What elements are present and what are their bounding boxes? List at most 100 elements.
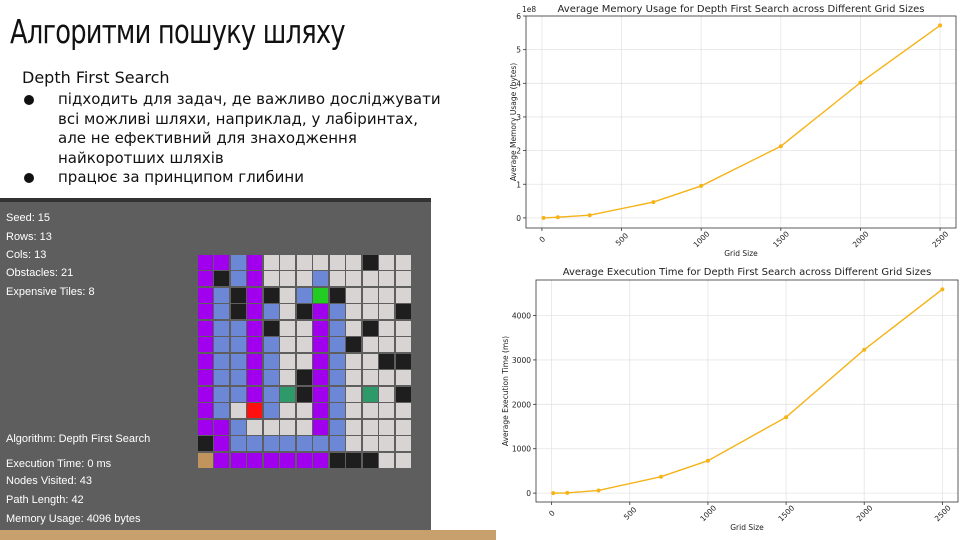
empty-tile[interactable]	[313, 254, 329, 270]
empty-tile[interactable]	[346, 403, 362, 419]
empty-tile[interactable]	[296, 320, 312, 336]
empty-tile[interactable]	[280, 337, 296, 353]
expensive-tile[interactable]	[362, 386, 378, 402]
empty-tile[interactable]	[346, 386, 362, 402]
visited-tile[interactable]	[214, 403, 230, 419]
visited-tile[interactable]	[230, 370, 246, 386]
current-tile[interactable]	[247, 403, 263, 419]
obstacle-tile[interactable]	[395, 304, 411, 320]
visited-tile[interactable]	[329, 353, 345, 369]
empty-tile[interactable]	[346, 370, 362, 386]
visited-tile[interactable]	[263, 403, 279, 419]
obstacle-tile[interactable]	[263, 287, 279, 303]
start-tile[interactable]	[197, 452, 213, 468]
empty-tile[interactable]	[346, 436, 362, 452]
path-tile[interactable]	[313, 419, 329, 435]
path-tile[interactable]	[247, 287, 263, 303]
path-tile[interactable]	[296, 452, 312, 468]
empty-tile[interactable]	[296, 353, 312, 369]
path-tile[interactable]	[247, 353, 263, 369]
empty-tile[interactable]	[362, 337, 378, 353]
empty-tile[interactable]	[362, 304, 378, 320]
empty-tile[interactable]	[395, 403, 411, 419]
obstacle-tile[interactable]	[296, 386, 312, 402]
empty-tile[interactable]	[362, 419, 378, 435]
visited-tile[interactable]	[247, 436, 263, 452]
visited-tile[interactable]	[263, 304, 279, 320]
empty-tile[interactable]	[379, 287, 395, 303]
visited-tile[interactable]	[214, 337, 230, 353]
obstacle-tile[interactable]	[395, 353, 411, 369]
empty-tile[interactable]	[379, 337, 395, 353]
empty-tile[interactable]	[379, 386, 395, 402]
empty-tile[interactable]	[379, 419, 395, 435]
path-tile[interactable]	[247, 370, 263, 386]
empty-tile[interactable]	[280, 370, 296, 386]
visited-tile[interactable]	[329, 370, 345, 386]
empty-tile[interactable]	[395, 337, 411, 353]
path-tile[interactable]	[197, 271, 213, 287]
empty-tile[interactable]	[280, 287, 296, 303]
empty-tile[interactable]	[329, 254, 345, 270]
empty-tile[interactable]	[346, 419, 362, 435]
expensive-tile[interactable]	[280, 386, 296, 402]
path-tile[interactable]	[247, 452, 263, 468]
empty-tile[interactable]	[379, 254, 395, 270]
path-tile[interactable]	[197, 353, 213, 369]
empty-tile[interactable]	[296, 254, 312, 270]
path-tile[interactable]	[313, 403, 329, 419]
empty-tile[interactable]	[395, 254, 411, 270]
empty-tile[interactable]	[379, 304, 395, 320]
visited-tile[interactable]	[329, 304, 345, 320]
path-tile[interactable]	[197, 287, 213, 303]
path-tile[interactable]	[313, 304, 329, 320]
empty-tile[interactable]	[346, 287, 362, 303]
obstacle-tile[interactable]	[346, 337, 362, 353]
maze-grid[interactable]	[197, 254, 412, 469]
empty-tile[interactable]	[329, 271, 345, 287]
empty-tile[interactable]	[280, 403, 296, 419]
visited-tile[interactable]	[230, 271, 246, 287]
path-tile[interactable]	[247, 386, 263, 402]
visited-tile[interactable]	[214, 304, 230, 320]
empty-tile[interactable]	[280, 353, 296, 369]
empty-tile[interactable]	[346, 320, 362, 336]
empty-tile[interactable]	[395, 271, 411, 287]
visited-tile[interactable]	[263, 353, 279, 369]
path-tile[interactable]	[247, 337, 263, 353]
empty-tile[interactable]	[247, 419, 263, 435]
empty-tile[interactable]	[379, 452, 395, 468]
visited-tile[interactable]	[329, 337, 345, 353]
empty-tile[interactable]	[280, 254, 296, 270]
empty-tile[interactable]	[379, 271, 395, 287]
empty-tile[interactable]	[362, 287, 378, 303]
path-tile[interactable]	[313, 386, 329, 402]
empty-tile[interactable]	[362, 436, 378, 452]
empty-tile[interactable]	[263, 419, 279, 435]
empty-tile[interactable]	[395, 436, 411, 452]
visited-tile[interactable]	[214, 320, 230, 336]
path-tile[interactable]	[197, 304, 213, 320]
visited-tile[interactable]	[214, 287, 230, 303]
empty-tile[interactable]	[296, 337, 312, 353]
obstacle-tile[interactable]	[214, 271, 230, 287]
empty-tile[interactable]	[362, 370, 378, 386]
obstacle-tile[interactable]	[362, 320, 378, 336]
visited-tile[interactable]	[329, 419, 345, 435]
visited-tile[interactable]	[230, 254, 246, 270]
visited-tile[interactable]	[329, 320, 345, 336]
path-tile[interactable]	[197, 337, 213, 353]
empty-tile[interactable]	[296, 403, 312, 419]
obstacle-tile[interactable]	[230, 287, 246, 303]
empty-tile[interactable]	[379, 370, 395, 386]
obstacle-tile[interactable]	[395, 386, 411, 402]
obstacle-tile[interactable]	[329, 452, 345, 468]
visited-tile[interactable]	[263, 337, 279, 353]
empty-tile[interactable]	[379, 320, 395, 336]
path-tile[interactable]	[197, 386, 213, 402]
path-tile[interactable]	[313, 320, 329, 336]
visited-tile[interactable]	[313, 271, 329, 287]
visited-tile[interactable]	[230, 386, 246, 402]
visited-tile[interactable]	[329, 436, 345, 452]
empty-tile[interactable]	[346, 254, 362, 270]
